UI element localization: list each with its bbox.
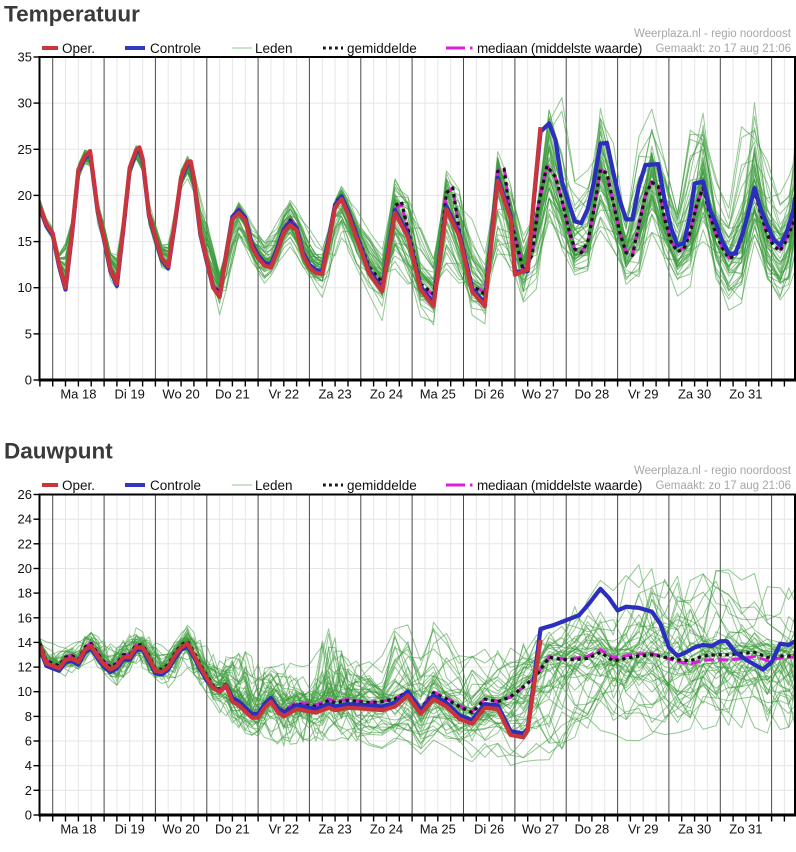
svg-text:Vr 29: Vr 29 [628,387,659,402]
svg-text:Zo 31: Zo 31 [729,822,762,837]
svg-text:20: 20 [18,188,32,203]
svg-text:Za 30: Za 30 [678,822,711,837]
svg-text:35: 35 [18,50,32,65]
svg-text:Oper.: Oper. [62,41,95,56]
svg-text:30: 30 [18,96,32,111]
svg-text:2: 2 [25,783,32,798]
svg-text:Controle: Controle [150,41,201,56]
svg-text:gemiddelde: gemiddelde [347,478,417,493]
svg-text:25: 25 [18,142,32,157]
svg-text:Gemaakt: zo 17 aug 21:06: Gemaakt: zo 17 aug 21:06 [655,43,791,55]
svg-text:Leden: Leden [255,41,293,56]
svg-text:Do 28: Do 28 [575,822,610,837]
svg-text:Weerplaza.nl - regio noordoost: Weerplaza.nl - regio noordoost [634,465,792,477]
svg-text:Dauwpunt: Dauwpunt [4,439,113,464]
svg-text:Wo 27: Wo 27 [522,822,559,837]
svg-text:Vr 29: Vr 29 [628,822,659,837]
svg-text:0: 0 [25,373,32,388]
svg-text:Ma 25: Ma 25 [420,387,456,402]
svg-text:Weerplaza.nl - regio noordoost: Weerplaza.nl - regio noordoost [634,28,792,40]
svg-text:20: 20 [18,561,32,576]
svg-text:15: 15 [18,234,32,249]
svg-text:Zo 24: Zo 24 [370,822,403,837]
svg-text:Leden: Leden [255,478,293,493]
svg-text:Zo 24: Zo 24 [370,387,403,402]
svg-text:Ma 18: Ma 18 [60,822,96,837]
svg-text:Controle: Controle [150,478,201,493]
svg-text:Wo 20: Wo 20 [162,822,199,837]
svg-text:0: 0 [25,808,32,823]
svg-text:Gemaakt: zo 17 aug 21:06: Gemaakt: zo 17 aug 21:06 [655,480,791,492]
svg-text:Za 23: Za 23 [318,387,351,402]
svg-text:24: 24 [18,512,32,527]
svg-text:Za 30: Za 30 [678,387,711,402]
svg-text:mediaan (middelste waarde): mediaan (middelste waarde) [477,478,642,493]
svg-text:14: 14 [18,635,32,650]
svg-text:Za 23: Za 23 [318,822,351,837]
svg-text:10: 10 [18,684,32,699]
svg-text:Do 21: Do 21 [215,822,250,837]
svg-text:mediaan (middelste waarde): mediaan (middelste waarde) [477,41,642,56]
svg-text:Wo 27: Wo 27 [522,387,559,402]
svg-text:Di 26: Di 26 [474,822,504,837]
svg-text:5: 5 [25,326,32,341]
svg-text:10: 10 [18,280,32,295]
svg-text:18: 18 [18,586,32,601]
svg-text:Di 26: Di 26 [474,387,504,402]
svg-text:26: 26 [18,487,32,502]
svg-text:Zo 31: Zo 31 [729,387,762,402]
svg-text:Oper.: Oper. [62,478,95,493]
svg-text:Do 21: Do 21 [215,387,250,402]
svg-text:16: 16 [18,610,32,625]
svg-text:Wo 20: Wo 20 [162,387,199,402]
svg-text:12: 12 [18,660,32,675]
svg-text:Do 28: Do 28 [575,387,610,402]
svg-text:Vr 22: Vr 22 [269,822,300,837]
svg-text:Ma 18: Ma 18 [60,387,96,402]
svg-text:Ma 25: Ma 25 [420,822,456,837]
svg-text:6: 6 [25,734,32,749]
svg-text:Di 19: Di 19 [115,387,145,402]
svg-text:Temperatuur: Temperatuur [4,2,140,27]
svg-text:4: 4 [25,758,32,773]
svg-text:gemiddelde: gemiddelde [347,41,417,56]
svg-text:Di 19: Di 19 [115,822,145,837]
svg-text:Vr 22: Vr 22 [269,387,300,402]
svg-text:8: 8 [25,709,32,724]
svg-text:22: 22 [18,536,32,551]
